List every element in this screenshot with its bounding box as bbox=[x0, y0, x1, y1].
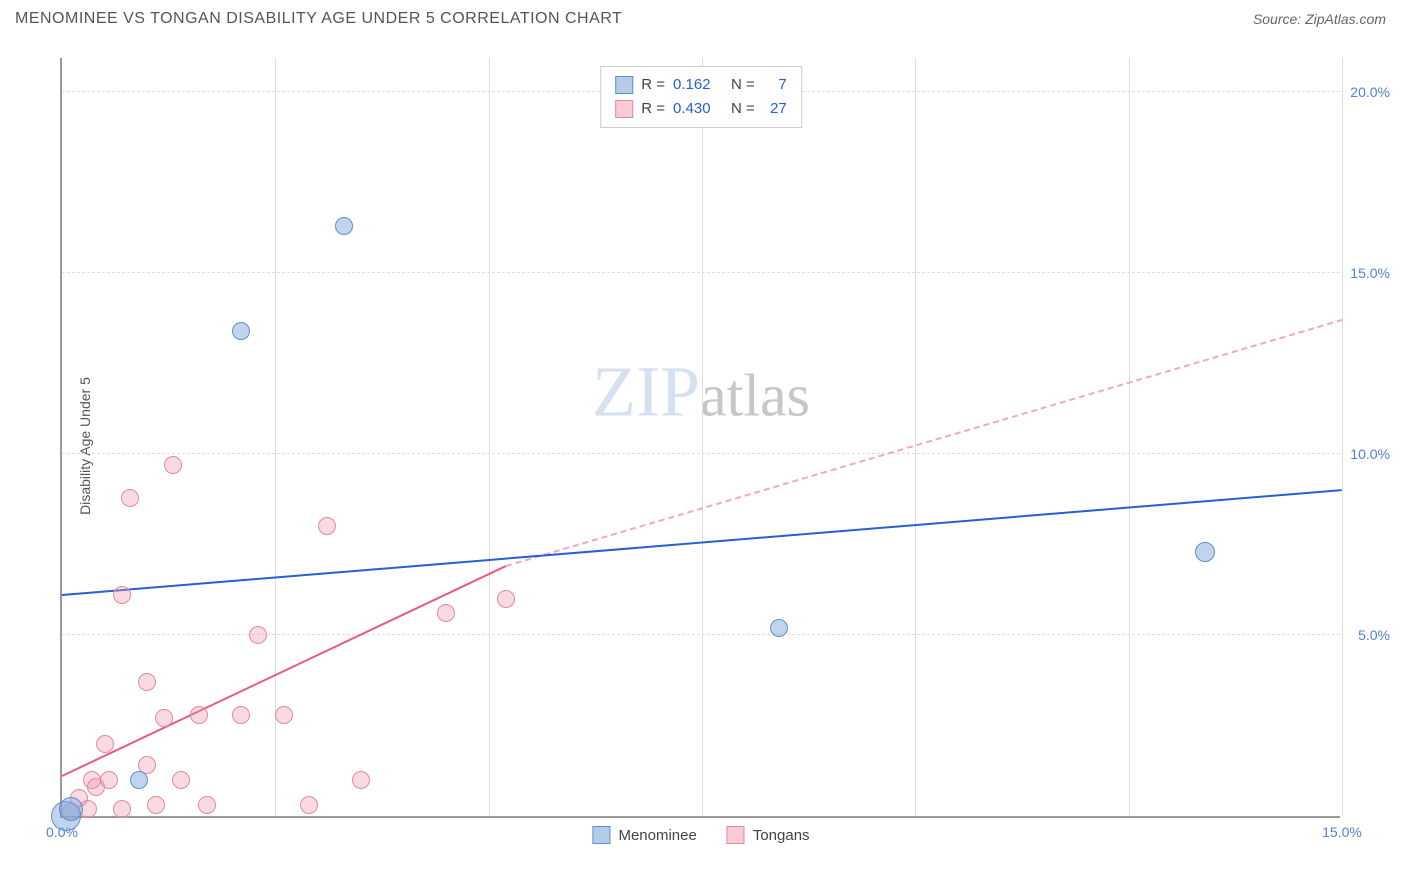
source-attribution: Source: ZipAtlas.com bbox=[1253, 11, 1386, 27]
trend-line bbox=[505, 319, 1342, 567]
data-point bbox=[335, 217, 353, 235]
gridline-vertical bbox=[275, 58, 276, 816]
watermark: ZIPatlas bbox=[592, 350, 810, 433]
series-legend: Menominee Tongans bbox=[592, 826, 809, 844]
data-point bbox=[1195, 542, 1215, 562]
gridline-horizontal bbox=[62, 453, 1340, 454]
correlation-legend: R = 0.162 N = 7R = 0.430 N = 27 bbox=[600, 66, 802, 128]
legend-row: R = 0.430 N = 27 bbox=[615, 97, 787, 121]
data-point bbox=[113, 586, 131, 604]
data-point bbox=[249, 626, 267, 644]
legend-item: Tongans bbox=[727, 826, 810, 844]
chart-container: Disability Age Under 5 ZIPatlas 5.0%10.0… bbox=[50, 48, 1390, 843]
plot-area: ZIPatlas 5.0%10.0%15.0%20.0%0.0%15.0%R =… bbox=[60, 58, 1340, 818]
y-tick-label: 5.0% bbox=[1358, 627, 1390, 643]
x-tick-label: 15.0% bbox=[1322, 824, 1362, 840]
data-point bbox=[437, 604, 455, 622]
data-point bbox=[300, 796, 318, 814]
data-point bbox=[113, 800, 131, 818]
y-tick-label: 10.0% bbox=[1350, 446, 1390, 462]
data-point bbox=[100, 771, 118, 789]
data-point bbox=[172, 771, 190, 789]
gridline-vertical bbox=[915, 58, 916, 816]
legend-swatch bbox=[615, 100, 633, 118]
data-point bbox=[147, 796, 165, 814]
legend-swatch bbox=[615, 76, 633, 94]
legend-item: Menominee bbox=[592, 826, 696, 844]
gridline-horizontal bbox=[62, 272, 1340, 273]
data-point bbox=[59, 797, 83, 821]
data-point bbox=[164, 456, 182, 474]
data-point bbox=[497, 590, 515, 608]
data-point bbox=[318, 517, 336, 535]
data-point bbox=[138, 673, 156, 691]
legend-row: R = 0.162 N = 7 bbox=[615, 73, 787, 97]
gridline-vertical bbox=[1342, 58, 1343, 816]
data-point bbox=[232, 706, 250, 724]
data-point bbox=[770, 619, 788, 637]
data-point bbox=[155, 709, 173, 727]
y-tick-label: 15.0% bbox=[1350, 265, 1390, 281]
data-point bbox=[232, 322, 250, 340]
data-point bbox=[275, 706, 293, 724]
legend-label: Tongans bbox=[753, 827, 810, 844]
gridline-vertical bbox=[1129, 58, 1130, 816]
chart-header: MENOMINEE VS TONGAN DISABILITY AGE UNDER… bbox=[0, 0, 1406, 38]
legend-swatch bbox=[727, 826, 745, 844]
data-point bbox=[190, 706, 208, 724]
data-point bbox=[352, 771, 370, 789]
legend-label: Menominee bbox=[618, 827, 696, 844]
y-tick-label: 20.0% bbox=[1350, 84, 1390, 100]
chart-title: MENOMINEE VS TONGAN DISABILITY AGE UNDER… bbox=[15, 10, 622, 28]
data-point bbox=[121, 489, 139, 507]
legend-swatch bbox=[592, 826, 610, 844]
gridline-vertical bbox=[702, 58, 703, 816]
gridline-vertical bbox=[489, 58, 490, 816]
data-point bbox=[198, 796, 216, 814]
data-point bbox=[130, 771, 148, 789]
data-point bbox=[96, 735, 114, 753]
